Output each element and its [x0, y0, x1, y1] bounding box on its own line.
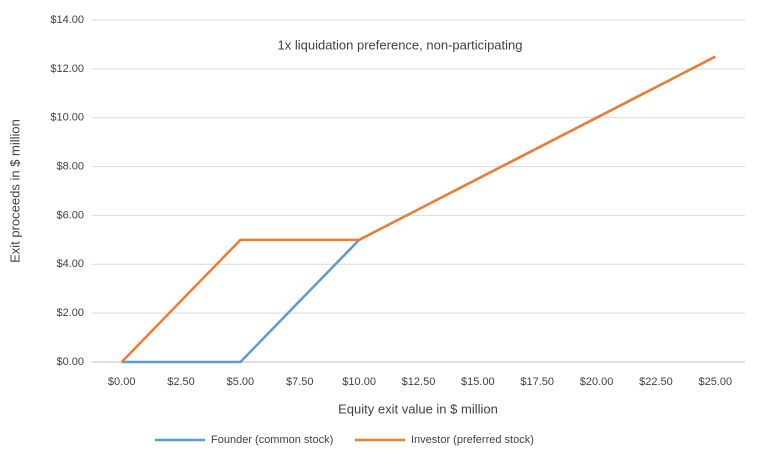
legend-label: Founder (common stock) [211, 434, 333, 446]
x-tick-label: $0.00 [108, 376, 136, 388]
x-tick-label: $5.00 [227, 376, 255, 388]
x-tick-label: $7.50 [286, 376, 314, 388]
y-tick-label: $10.00 [50, 112, 84, 124]
x-tick-label: $20.00 [580, 376, 614, 388]
x-tick-label: $17.50 [520, 376, 554, 388]
series-line [120, 55, 716, 363]
x-tick-label: $10.00 [342, 376, 376, 388]
x-tick-label: $12.50 [402, 376, 436, 388]
x-tick-label: $25.00 [698, 376, 732, 388]
x-tick-label: $22.50 [639, 376, 673, 388]
x-tick-label: $2.50 [167, 376, 195, 388]
x-axis-title: Equity exit value in $ million [338, 401, 498, 416]
annotation: 1x liquidation preference, non-participa… [278, 37, 523, 52]
y-tick-label: $0.00 [56, 356, 84, 368]
y-tick-label: $14.00 [50, 14, 84, 26]
y-tick-label: $12.00 [50, 63, 84, 75]
y-axis-title: Exit proceeds in $ million [7, 119, 22, 263]
y-tick-label: $6.00 [56, 209, 84, 221]
x-tick-label: $15.00 [461, 376, 495, 388]
y-tick-label: $8.00 [56, 160, 84, 172]
legend-label: Investor (preferred stock) [411, 434, 534, 446]
y-tick-label: $4.00 [56, 258, 84, 270]
y-tick-label: $2.00 [56, 307, 84, 319]
